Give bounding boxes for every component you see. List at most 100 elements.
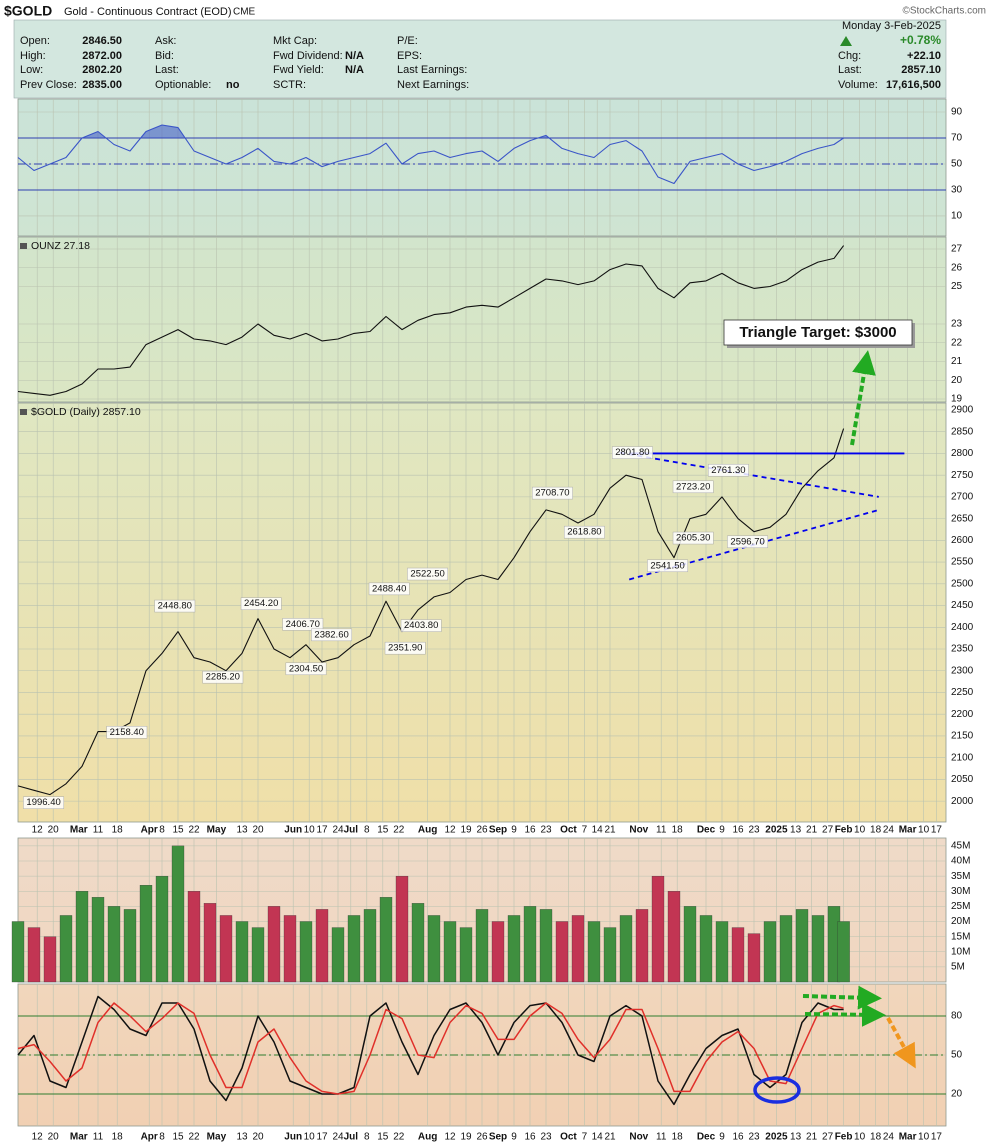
x-tick-label: 15 (172, 825, 184, 836)
y-tick-label: 30 (951, 185, 963, 196)
volume-bar (811, 915, 825, 983)
x-tick-label: 16 (524, 1132, 536, 1143)
field-value: 2846.50 (82, 35, 122, 47)
price-label: 2605.30 (676, 533, 710, 544)
x-tick-label: 18 (672, 825, 684, 836)
volume-bar (459, 927, 473, 983)
price-label-box (672, 480, 714, 494)
y-tick-label: 50 (951, 1050, 963, 1061)
y-tick-label: 50 (951, 159, 963, 170)
x-tick-label: 10 (304, 825, 316, 836)
x-tick-label: 20 (252, 825, 264, 836)
x-tick-label: 22 (393, 1132, 405, 1143)
note-box (723, 319, 913, 346)
volume-bar (155, 875, 169, 983)
volume-bar (363, 909, 377, 983)
x-tick-label: 13 (236, 825, 248, 836)
volume-bar (187, 891, 201, 983)
price-label-box (647, 559, 689, 573)
price-label: 2761.30 (711, 465, 745, 476)
price-label: 2304.50 (289, 663, 323, 674)
x-tick-label: 8 (159, 1132, 165, 1143)
field-label: Ask: (155, 35, 176, 47)
x-tick-label: 12 (32, 1132, 44, 1143)
summary-value: 2857.10 (901, 64, 941, 76)
x-tick-label: 10 (918, 825, 930, 836)
price-label: 2596.70 (730, 536, 764, 547)
x-tick-label: Dec (697, 1132, 716, 1143)
x-tick-label: 24 (883, 1132, 895, 1143)
volume-bar (59, 915, 73, 983)
x-tick-label: 9 (719, 1132, 725, 1143)
price-label-box (531, 486, 573, 500)
price-label: 1996.40 (26, 797, 60, 808)
series-line (17, 995, 844, 1106)
x-tick-label: 20 (48, 1132, 60, 1143)
stoch-arrow (802, 985, 882, 1010)
field-label: Next Earnings: (397, 79, 469, 91)
y-tick-label: 80 (951, 1011, 963, 1022)
volume-bar (443, 921, 457, 983)
x-tick-label: Apr (141, 1132, 158, 1143)
y-tick-label: 40M (951, 856, 970, 867)
panel-label: OUNZ 27.18 (31, 240, 90, 252)
x-tick-label: 21 (806, 1132, 818, 1143)
y-tick-label: 2000 (951, 796, 974, 807)
x-tick-label: 24 (883, 825, 895, 836)
y-tick-label: 22 (951, 337, 963, 348)
x-tick-label: 23 (540, 1132, 552, 1143)
price-label: 2351.90 (388, 643, 422, 654)
x-tick-label: 17 (931, 825, 943, 836)
volume-bar (395, 875, 409, 983)
price-label-box (23, 796, 65, 809)
x-tick-label: 14 (592, 825, 604, 836)
price-label: 2403.80 (404, 620, 438, 631)
price-label-box (311, 628, 353, 642)
volume-bar (299, 921, 313, 983)
price-label-box (563, 525, 605, 539)
volume-bar (699, 915, 713, 983)
y-tick-label: 2450 (951, 600, 974, 611)
x-tick-label: Oct (560, 1132, 577, 1143)
volume-bar (171, 845, 185, 983)
summary-value: +22.10 (907, 50, 941, 62)
price-label: 2708.70 (535, 488, 569, 499)
y-tick-label: 45M (951, 841, 970, 852)
volume-bar (779, 915, 793, 983)
field-label: Optionable: (155, 79, 211, 91)
x-tick-label: 23 (748, 1132, 760, 1143)
price-label: 2801.80 (615, 447, 649, 458)
x-tick-label: Jul (344, 825, 359, 836)
ticker: $GOLD (4, 3, 52, 19)
x-tick-label: 21 (604, 1132, 616, 1143)
y-tick-label: 25 (951, 281, 963, 292)
field-label: Bid: (155, 50, 174, 62)
x-tick-label: 14 (592, 1132, 604, 1143)
x-tick-label: 11 (656, 825, 667, 836)
y-tick-label: 23 (951, 319, 963, 330)
volume-bar (379, 897, 393, 983)
x-tick-label: 16 (732, 825, 744, 836)
x-tick-label: 21 (806, 825, 818, 836)
x-tick-label: 24 (332, 825, 344, 836)
volume-bar (123, 909, 137, 983)
field-label: EPS: (397, 50, 422, 62)
field-label: Last: (155, 64, 179, 76)
volume-bar (43, 936, 57, 983)
volume-bar (795, 909, 809, 983)
x-tick-label: 17 (316, 1132, 328, 1143)
panel-icon (20, 409, 27, 415)
field-label: Mkt Cap: (273, 35, 317, 47)
field-value: N/A (345, 64, 364, 76)
x-tick-label: 26 (476, 1132, 488, 1143)
x-tick-label: 10 (854, 825, 866, 836)
x-tick-label: 23 (748, 825, 760, 836)
field-label: SCTR: (273, 79, 306, 91)
trendline (619, 451, 879, 498)
volume-bar (203, 903, 217, 983)
summary-label: Last: (838, 64, 862, 76)
volume-bar (619, 915, 633, 983)
y-tick-label: 2250 (951, 687, 974, 698)
y-tick-label: 2400 (951, 622, 974, 633)
volume-bar (747, 933, 761, 983)
